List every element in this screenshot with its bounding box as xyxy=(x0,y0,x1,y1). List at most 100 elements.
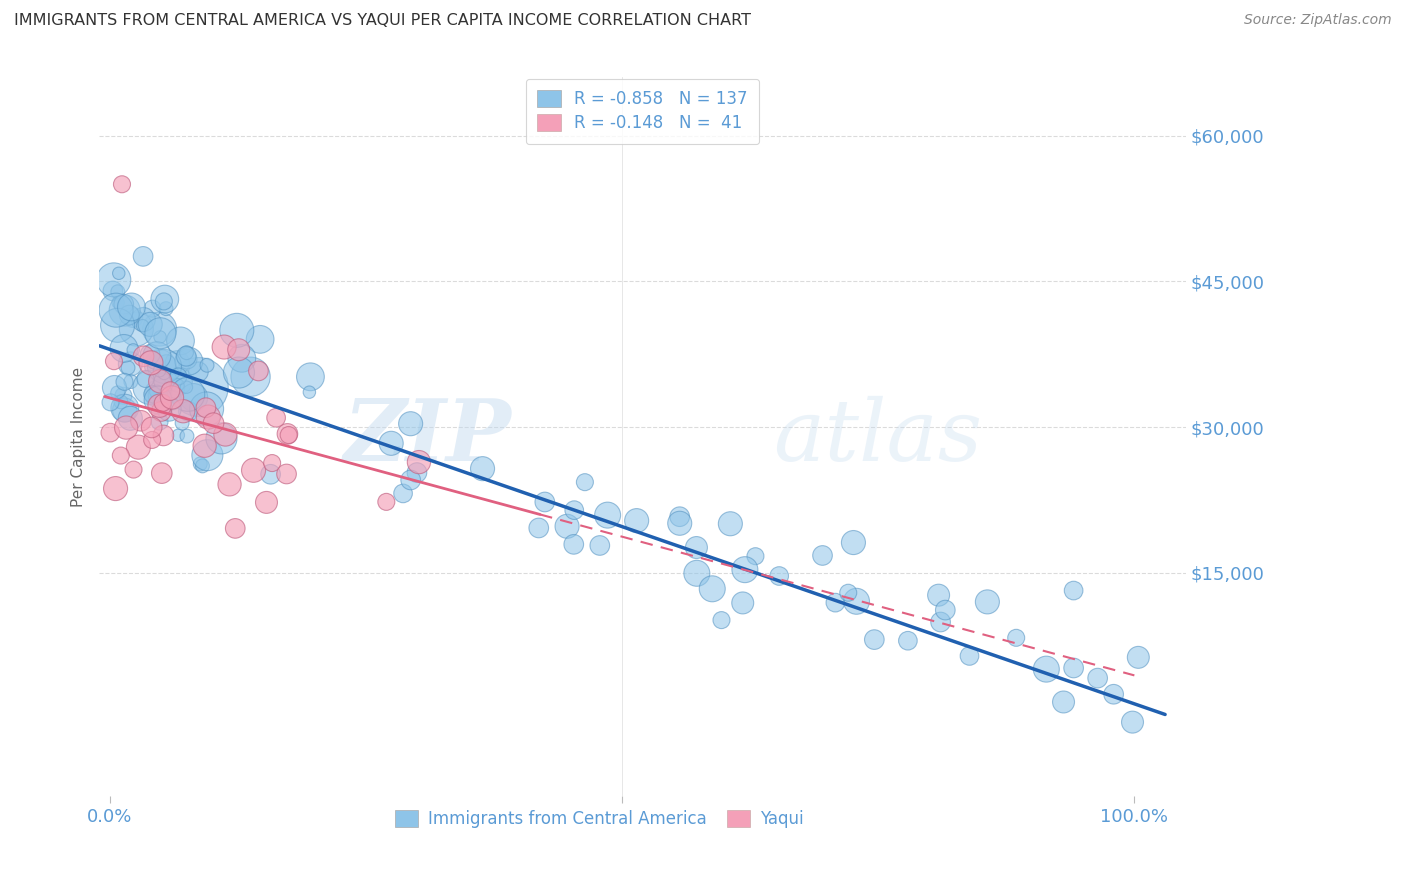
Point xyxy=(959,648,981,663)
Point xyxy=(114,375,136,389)
Point xyxy=(380,436,402,450)
Point xyxy=(596,508,619,522)
Point xyxy=(98,425,121,440)
Point xyxy=(103,273,125,287)
Point xyxy=(375,495,398,509)
Point xyxy=(100,395,122,409)
Point xyxy=(811,549,834,563)
Point xyxy=(976,595,998,609)
Point xyxy=(118,308,141,322)
Point xyxy=(710,613,733,627)
Point xyxy=(101,284,124,298)
Point xyxy=(406,466,429,480)
Point xyxy=(152,375,174,389)
Point xyxy=(177,404,200,418)
Point xyxy=(408,455,430,469)
Point xyxy=(177,387,200,401)
Point xyxy=(188,457,211,471)
Point xyxy=(176,429,198,443)
Point xyxy=(132,349,155,363)
Point xyxy=(187,365,209,379)
Point xyxy=(702,582,724,596)
Point xyxy=(1035,662,1057,676)
Point xyxy=(150,404,173,418)
Point xyxy=(191,458,214,473)
Point xyxy=(392,486,415,500)
Point xyxy=(228,366,250,380)
Point xyxy=(277,428,299,442)
Point xyxy=(768,569,790,583)
Point xyxy=(929,615,952,629)
Point xyxy=(174,349,197,363)
Point xyxy=(145,384,167,399)
Point xyxy=(148,399,170,413)
Y-axis label: Per Capita Income: Per Capita Income xyxy=(72,367,86,507)
Point xyxy=(928,588,950,602)
Point xyxy=(129,414,152,428)
Point xyxy=(110,449,132,463)
Point xyxy=(148,386,170,401)
Point xyxy=(1087,671,1109,685)
Point xyxy=(155,301,177,316)
Point xyxy=(103,354,125,368)
Point xyxy=(135,372,157,386)
Point xyxy=(734,563,756,577)
Point xyxy=(148,364,170,378)
Text: ZIP: ZIP xyxy=(344,395,512,478)
Point xyxy=(120,300,142,314)
Point xyxy=(107,295,129,310)
Point xyxy=(112,297,135,311)
Point xyxy=(533,495,555,509)
Point xyxy=(107,285,129,299)
Point xyxy=(718,516,741,531)
Point xyxy=(160,391,183,405)
Point xyxy=(146,388,169,402)
Point xyxy=(149,322,172,336)
Point xyxy=(149,375,172,389)
Point xyxy=(842,535,865,549)
Point xyxy=(187,380,209,394)
Point xyxy=(527,521,550,535)
Point xyxy=(686,566,709,581)
Point xyxy=(262,456,284,470)
Point xyxy=(231,351,253,366)
Point xyxy=(157,402,180,417)
Point xyxy=(471,461,494,475)
Point xyxy=(120,375,142,389)
Point xyxy=(122,462,145,476)
Point xyxy=(247,364,270,378)
Point xyxy=(399,473,422,487)
Point xyxy=(211,431,233,445)
Point xyxy=(195,358,218,372)
Point xyxy=(114,403,136,417)
Point xyxy=(1102,687,1125,701)
Point xyxy=(155,358,177,372)
Point xyxy=(146,349,169,363)
Point xyxy=(562,537,585,551)
Point xyxy=(153,359,176,374)
Point xyxy=(114,303,136,318)
Point xyxy=(626,514,648,528)
Point xyxy=(218,477,240,491)
Point xyxy=(744,549,766,564)
Point xyxy=(141,433,163,447)
Point xyxy=(132,312,155,326)
Point xyxy=(264,410,287,425)
Point xyxy=(562,503,585,517)
Point xyxy=(131,318,153,333)
Point xyxy=(1052,695,1074,709)
Point xyxy=(117,360,139,375)
Point xyxy=(298,385,321,400)
Point xyxy=(1128,650,1150,665)
Text: Source: ZipAtlas.com: Source: ZipAtlas.com xyxy=(1244,13,1392,28)
Point xyxy=(668,516,690,531)
Point xyxy=(589,539,612,553)
Point xyxy=(120,357,142,371)
Point xyxy=(668,509,690,524)
Point xyxy=(121,310,143,325)
Point xyxy=(120,411,142,425)
Point xyxy=(114,401,136,416)
Point xyxy=(148,415,170,429)
Point xyxy=(1063,661,1085,675)
Point xyxy=(299,369,322,384)
